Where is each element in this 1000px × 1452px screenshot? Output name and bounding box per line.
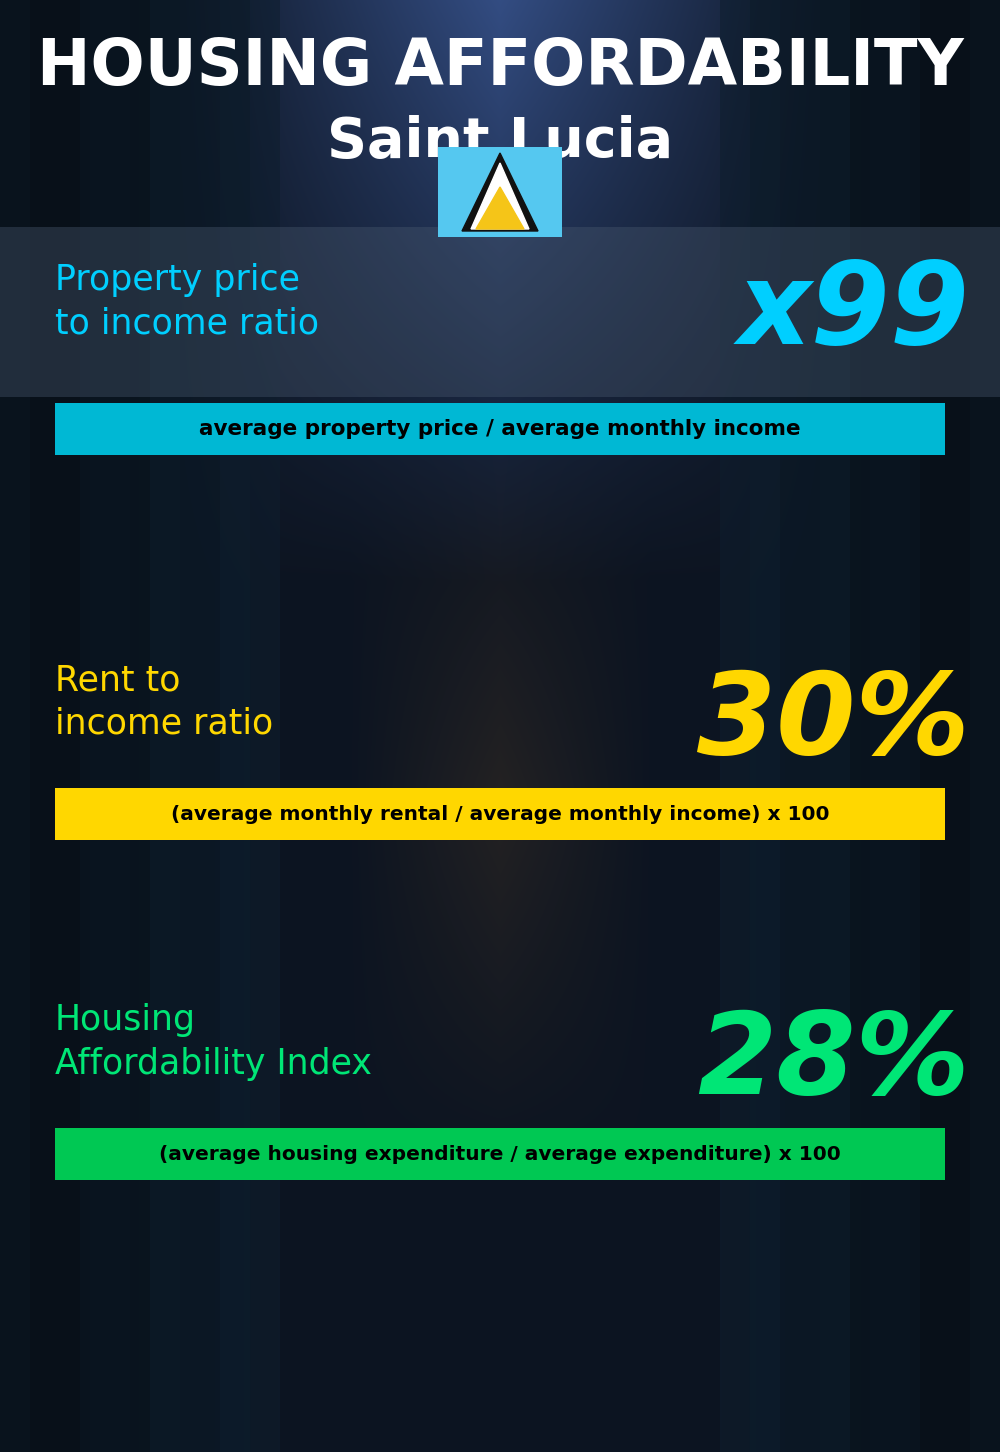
FancyBboxPatch shape xyxy=(55,404,945,454)
FancyBboxPatch shape xyxy=(750,0,850,1452)
Text: (average monthly rental / average monthly income) x 100: (average monthly rental / average monthl… xyxy=(171,804,829,823)
Text: Housing
Affordability Index: Housing Affordability Index xyxy=(55,1003,372,1080)
FancyBboxPatch shape xyxy=(920,0,970,1452)
FancyBboxPatch shape xyxy=(150,0,250,1452)
Text: (average housing expenditure / average expenditure) x 100: (average housing expenditure / average e… xyxy=(159,1144,841,1163)
FancyBboxPatch shape xyxy=(55,788,945,841)
FancyBboxPatch shape xyxy=(0,227,1000,396)
Text: 28%: 28% xyxy=(697,1006,970,1118)
Text: x99: x99 xyxy=(738,257,970,367)
FancyBboxPatch shape xyxy=(720,0,780,1452)
Text: Property price
to income ratio: Property price to income ratio xyxy=(55,263,319,341)
Text: 30%: 30% xyxy=(697,666,970,777)
Text: HOUSING AFFORDABILITY: HOUSING AFFORDABILITY xyxy=(37,36,963,97)
FancyBboxPatch shape xyxy=(438,147,562,237)
FancyBboxPatch shape xyxy=(820,0,1000,1452)
FancyBboxPatch shape xyxy=(0,0,180,1452)
Polygon shape xyxy=(471,163,529,229)
FancyBboxPatch shape xyxy=(90,0,130,1452)
Text: Saint Lucia: Saint Lucia xyxy=(327,115,673,168)
Text: average property price / average monthly income: average property price / average monthly… xyxy=(199,420,801,439)
FancyBboxPatch shape xyxy=(220,0,280,1452)
Polygon shape xyxy=(476,187,524,229)
FancyBboxPatch shape xyxy=(55,1128,945,1180)
Polygon shape xyxy=(462,152,538,231)
FancyBboxPatch shape xyxy=(30,0,80,1452)
Text: Rent to
income ratio: Rent to income ratio xyxy=(55,664,273,741)
FancyBboxPatch shape xyxy=(870,0,910,1452)
